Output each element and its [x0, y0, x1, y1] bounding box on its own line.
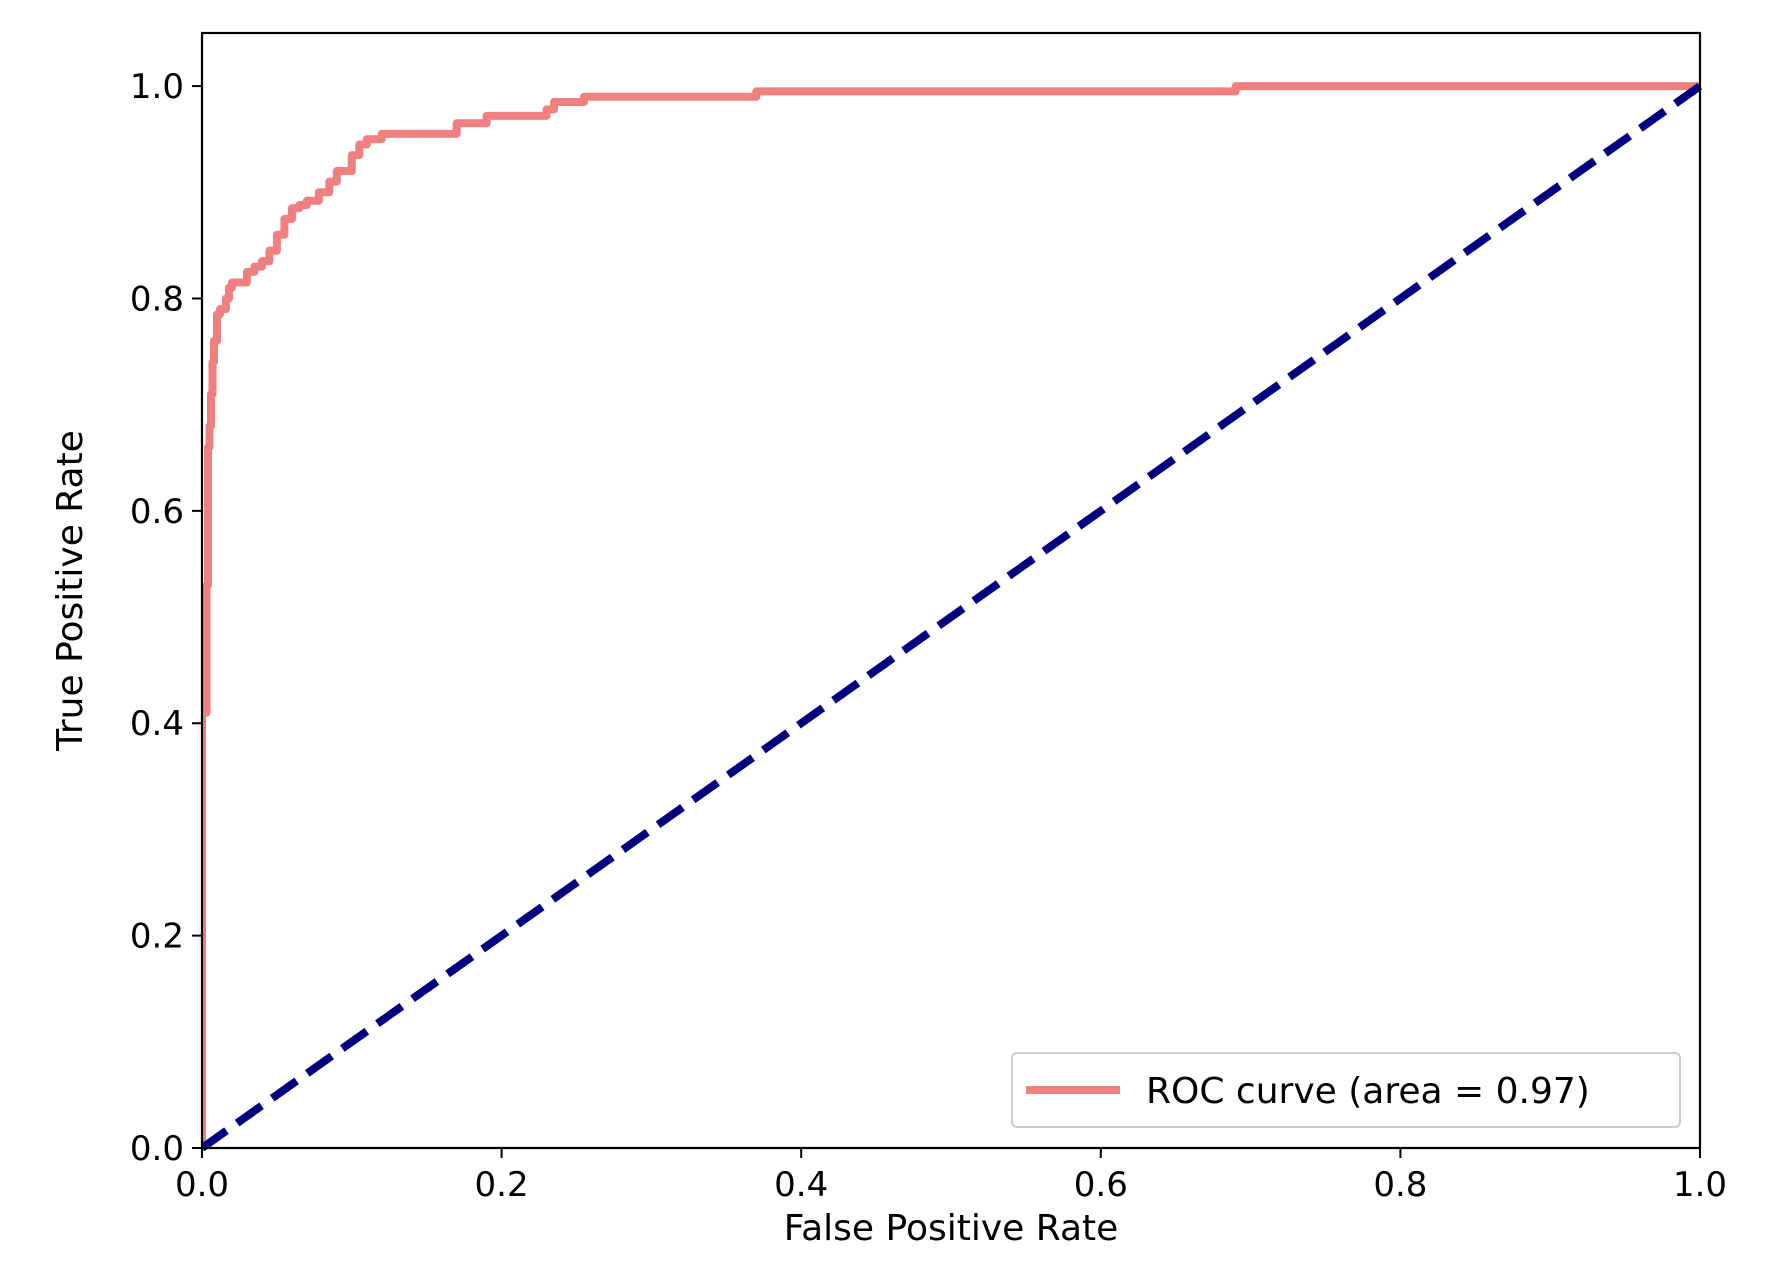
y-tick-label: 0.8 — [130, 279, 184, 319]
axes-frame — [200, 31, 1702, 1150]
y-tick-label: 0.0 — [130, 1129, 184, 1169]
legend: ROC curve (area = 0.97) — [1011, 1052, 1681, 1128]
x-axis-ticks: 0.0 0.2 0.4 0.6 0.8 1.0 — [175, 1148, 1727, 1205]
x-tick-label: 0.2 — [475, 1165, 529, 1205]
x-tick-label: 0.6 — [1074, 1165, 1128, 1205]
y-tick-label: 1.0 — [130, 67, 184, 107]
y-axis-label: True Positive Rate — [50, 430, 91, 752]
roc-curve-line — [202, 82, 1700, 1148]
legend-label-roc: ROC curve (area = 0.97) — [1146, 1071, 1590, 1112]
y-tick-label: 0.6 — [130, 492, 184, 532]
x-tick-label: 0.8 — [1373, 1165, 1427, 1205]
legend-box — [1011, 1052, 1681, 1128]
x-axis-label: False Positive Rate — [784, 1208, 1119, 1249]
diagonal-reference-line — [202, 82, 1703, 1152]
y-axis-ticks: 0.0 0.2 0.4 0.6 0.8 1.0 — [130, 67, 202, 1169]
series-group — [202, 82, 1703, 1152]
y-tick-label: 0.4 — [130, 704, 184, 744]
y-tick-label: 0.2 — [130, 917, 184, 957]
x-tick-label: 0.0 — [175, 1165, 229, 1205]
x-tick-label: 0.4 — [774, 1165, 828, 1205]
x-tick-label: 1.0 — [1673, 1165, 1727, 1205]
